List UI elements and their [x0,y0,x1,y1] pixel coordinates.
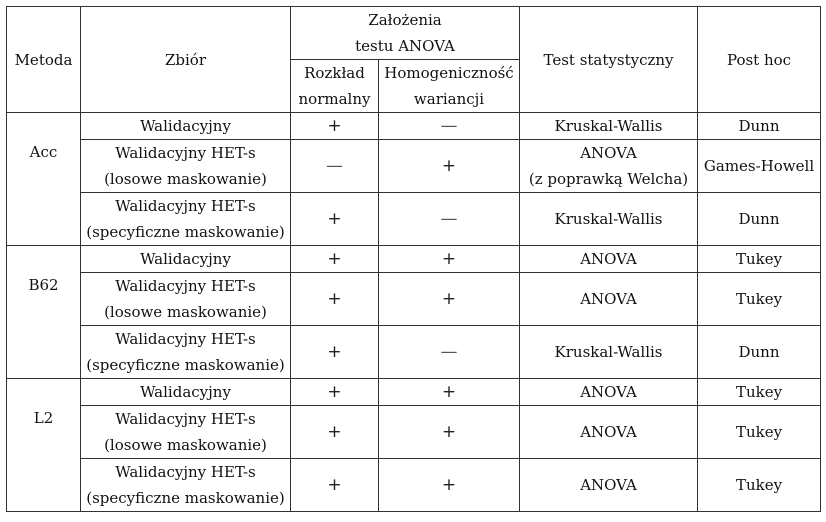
normal-distribution-cell: — [290,139,379,193]
table-row: Acc Walidacyjny + — Kruskal-Wallis Dunn [6,112,822,246]
header-homog-line1: Homogeniczność [384,64,514,82]
header-zbior: Zbiór [80,6,291,113]
set-cell: Walidacyjny HET-s (specyficzne maskowanie… [80,325,291,379]
test-line: ANOVA [580,383,637,401]
test-line: ANOVA [580,423,637,441]
method-cell: L2 [6,378,81,512]
set-line: (losowe maskowanie) [104,436,267,454]
test-cell: Kruskal-Wallis [519,112,699,140]
normal-distribution-cell: + [290,112,379,140]
normal-distribution-cell: + [290,272,379,326]
set-line: (specyficzne maskowanie) [86,489,285,507]
normal-distribution-cell: + [290,458,379,512]
posthoc-cell: Tukey [697,272,822,326]
header-test: Test statystyczny [519,6,699,113]
normal-distribution-cell: + [290,378,379,406]
table-row: Walidacyjny HET-s (losowe maskowanie) + + AN… [7,272,822,326]
table-row: Walidacyjny HET-s (specyficzne maskowanie… [7,325,822,379]
posthoc-cell: Tukey [697,458,822,512]
set-line: (specyficzne maskowanie) [86,223,285,241]
header-metoda: Metoda [6,6,81,113]
set-line: (losowe maskowanie) [104,303,267,321]
posthoc-cell: Tukey [697,378,822,406]
set-line: Walidacyjny HET-s [115,410,256,428]
posthoc-cell: Tukey [697,405,822,459]
set-line: (specyficzne maskowanie) [86,356,285,374]
test-cell: ANOVA [519,458,699,512]
set-cell: Walidacyjny HET-s (specyficzne maskowanie… [80,458,291,512]
normal-distribution-cell: + [290,405,379,459]
header-rozklad-line1: Rozkład [304,64,365,82]
table-row: Walidacyjny HET-s (specyficzne maskowanie… [7,192,822,246]
homogeneity-cell: + [377,378,521,406]
set-line: Walidacyjny [140,117,231,135]
table-row: B62 Walidacyjny + + ANOVA Tukey [6,245,822,379]
set-line: Walidacyjny HET-s [115,197,256,215]
homogeneity-cell: + [377,139,521,193]
table-body: Acc Walidacyjny + — Kruskal-Wallis Dunn Walida… [6,112,822,512]
test-line: ANOVA [580,476,637,494]
set-cell: Walidacyjny [80,112,291,140]
set-cell: Walidacyjny [80,245,291,273]
set-line: Walidacyjny HET-s [115,144,256,162]
posthoc-cell: Dunn [697,112,822,140]
homogeneity-cell: — [377,325,521,379]
homogeneity-cell: — [377,192,521,246]
table-header: Metoda Zbiór Założenia testu ANOVA Test … [6,6,822,113]
table-row: L2 Walidacyjny + + ANOVA Tukey [6,378,822,512]
test-cell: Kruskal-Wallis [519,325,699,379]
test-cell: ANOVA [519,245,699,273]
set-cell: Walidacyjny HET-s (losowe maskowanie) [80,139,291,193]
homogeneity-cell: + [377,458,521,512]
method-cell: Acc [6,112,81,246]
test-cell: ANOVA (z poprawką Welcha) [519,139,699,193]
test-cell: Kruskal-Wallis [519,192,699,246]
set-line: Walidacyjny HET-s [115,330,256,348]
anova-results-table: Metoda Zbiór Założenia testu ANOVA Test … [6,6,822,512]
homogeneity-cell: + [377,245,521,273]
header-rozklad-line2: normalny [298,90,371,108]
posthoc-cell: Dunn [697,192,822,246]
test-line: ANOVA [580,290,637,308]
test-line: ANOVA [580,144,637,162]
set-line: Walidacyjny [140,250,231,268]
posthoc-cell: Tukey [697,245,822,273]
header-zalozenia-line1: Założenia [368,11,442,29]
test-line: Kruskal-Wallis [554,343,663,361]
set-cell: Walidacyjny [80,378,291,406]
posthoc-cell: Games-Howell [697,139,822,193]
test-line: ANOVA [580,250,637,268]
set-line: Walidacyjny HET-s [115,463,256,481]
homogeneity-cell: + [377,272,521,326]
test-cell: ANOVA [519,272,699,326]
set-line: Walidacyjny HET-s [115,277,256,295]
table-row: Walidacyjny HET-s (specyficzne maskowanie… [7,458,822,512]
normal-distribution-cell: + [290,325,379,379]
set-cell: Walidacyjny HET-s (specyficzne maskowanie… [80,192,291,246]
header-rozklad: Rozkład normalny [290,59,379,113]
test-line: Kruskal-Wallis [554,117,663,135]
header-posthoc: Post hoc [697,6,822,113]
posthoc-cell: Dunn [697,325,822,379]
homogeneity-cell: + [377,405,521,459]
table-row: Walidacyjny HET-s (losowe maskowanie) — + AN… [7,139,822,193]
test-line: (z poprawką Welcha) [528,170,689,188]
set-cell: Walidacyjny HET-s (losowe maskowanie) [80,272,291,326]
normal-distribution-cell: + [290,245,379,273]
set-line: (losowe maskowanie) [104,170,267,188]
test-cell: ANOVA [519,378,699,406]
set-line: Walidacyjny [140,383,231,401]
test-cell: ANOVA [519,405,699,459]
set-cell: Walidacyjny HET-s (losowe maskowanie) [80,405,291,459]
header-zalozenia-line2: testu ANOVA [355,37,455,55]
normal-distribution-cell: + [290,192,379,246]
homogeneity-cell: — [377,112,521,140]
method-cell: B62 [6,245,81,379]
header-homog-line2: wariancji [413,90,485,108]
test-line: Kruskal-Wallis [554,210,663,228]
header-homogenicznosc: Homogeniczność wariancji [377,59,521,113]
header-zalozenia: Założenia testu ANOVA [289,6,521,60]
table-row: Walidacyjny HET-s (losowe maskowanie) + + AN… [7,405,822,459]
